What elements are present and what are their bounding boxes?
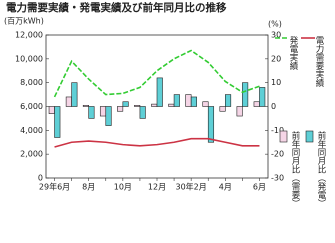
bar (151, 103, 158, 107)
y-tick-label: 12,000 (15, 31, 43, 40)
bar (190, 96, 197, 107)
y2-tick-label: 0 (271, 102, 276, 111)
legend-label: 電力需要実績 (314, 36, 324, 88)
bar (122, 101, 129, 107)
y2-tick-label: 20 (271, 54, 281, 63)
bar (82, 105, 89, 107)
bar (117, 106, 124, 112)
bar (207, 106, 215, 143)
x-tick-label: 30年2月 (176, 182, 207, 192)
bar (168, 103, 175, 107)
y2-tick-label: -30 (271, 174, 284, 183)
chart-title: 電力需要実績・発電実績及び前年同月比の推移 (6, 1, 227, 14)
bar (99, 106, 107, 117)
bar (48, 106, 55, 114)
bar (236, 106, 243, 117)
bar (259, 87, 266, 107)
y2-tick-label: -10 (271, 126, 284, 135)
x-tick-label: 6月 (253, 183, 266, 192)
y-axis-label: (百万kWh) (4, 17, 44, 26)
bar (242, 82, 249, 107)
bar (219, 106, 226, 112)
y2-tick-label: -20 (271, 150, 284, 159)
bar (156, 77, 163, 107)
x-tick-label: 10月 (114, 183, 132, 192)
bar (65, 96, 72, 107)
legend-label: 発電実績 (288, 36, 298, 71)
y-tick-label: 10,000 (15, 54, 43, 63)
bar (88, 106, 95, 119)
legend-swatch (279, 130, 288, 143)
y2-axis-label: (%) (268, 20, 282, 29)
bar (139, 106, 146, 119)
line (54, 137, 260, 148)
y-tick-label: 6,000 (20, 102, 43, 111)
y-tick-label: 8,000 (20, 78, 43, 87)
bar (173, 94, 180, 107)
bar (105, 106, 112, 126)
x-tick-label: 12月 (148, 183, 166, 192)
x-tick-label: 4月 (219, 183, 232, 192)
bar (253, 101, 260, 107)
bar (202, 101, 209, 107)
legend-label: 前年同月比（需要） (290, 130, 300, 207)
x-tick-label: 29年6月 (39, 182, 70, 192)
legend-swatch (305, 130, 314, 143)
legend-label: 前年同月比（発電） (316, 130, 326, 207)
y-tick-label: 2,000 (20, 150, 43, 159)
y2-tick-label: 30 (271, 31, 281, 40)
y2-tick-label: 10 (271, 78, 281, 87)
bar (134, 105, 141, 107)
bar (225, 94, 232, 107)
bar (54, 106, 61, 138)
x-tick-label: 8月 (82, 183, 95, 192)
bar (185, 94, 192, 107)
line (53, 49, 260, 98)
bar (71, 82, 78, 107)
y-tick-label: 4,000 (20, 126, 43, 135)
y-tick-label: 0 (38, 174, 43, 183)
